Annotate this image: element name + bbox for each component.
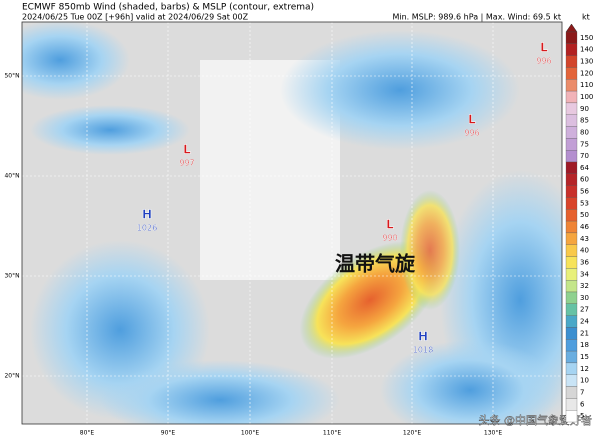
colorbar-segment xyxy=(565,303,578,316)
colorbar-label: 75 xyxy=(580,140,589,148)
colorbar-label: 6 xyxy=(580,400,585,408)
colorbar-segment xyxy=(565,43,578,56)
colorbar-unit: kt xyxy=(582,13,590,22)
colorbar-label: 50 xyxy=(580,211,589,219)
center-symbol: L xyxy=(540,41,548,55)
colorbar-segment xyxy=(565,79,578,92)
colorbar-label: 90 xyxy=(580,105,589,113)
colorbar-segment xyxy=(565,256,578,269)
colorbar-label: 12 xyxy=(580,365,589,373)
colorbar-segment xyxy=(565,114,578,127)
colorbar-label: 53 xyxy=(580,199,589,207)
lat-label: 40°N xyxy=(4,173,19,180)
colorbar-label: 32 xyxy=(580,282,589,290)
subtitle: 2024/06/25 Tue 00Z [+96h] valid at 2024/… xyxy=(22,13,249,22)
lat-label: 50°N xyxy=(4,73,19,80)
center-value: 1026 xyxy=(137,224,157,233)
colorbar-segment xyxy=(565,197,578,210)
colorbar-segment xyxy=(565,339,578,352)
colorbar-segment xyxy=(565,173,578,186)
colorbar-segment xyxy=(565,55,578,68)
center-value: 997 xyxy=(179,159,194,168)
colorbar-label: 130 xyxy=(580,58,593,66)
colorbar-segment xyxy=(565,410,578,423)
colorbar-label: 15 xyxy=(580,353,589,361)
colorbar-label: 85 xyxy=(580,117,589,125)
watermark: 头条 @中国气象爱好者 xyxy=(479,413,593,427)
colorbar-segment xyxy=(565,268,578,281)
center-symbol: L xyxy=(386,218,394,232)
colorbar-label: 60 xyxy=(580,176,589,184)
colorbar-segment xyxy=(565,67,578,80)
lon-label: 130°E xyxy=(484,430,502,437)
colorbar-segment xyxy=(565,220,578,234)
colorbar-segment xyxy=(565,291,578,304)
colorbar-segment xyxy=(565,138,578,151)
colorbar-label: 110 xyxy=(580,81,593,89)
colorbar-segment xyxy=(565,232,578,245)
colorbar-segment xyxy=(565,185,578,198)
annotation: 温带气旋 xyxy=(335,252,416,276)
stats: Min. MSLP: 989.6 hPa | Max. Wind: 69.5 k… xyxy=(392,13,561,22)
colorbar-segment xyxy=(565,327,578,340)
colorbar-label: 46 xyxy=(580,223,589,231)
colorbar-segment xyxy=(565,280,578,293)
lon-label: 120°E xyxy=(403,430,421,437)
graticule xyxy=(22,22,562,424)
center-value: 990 xyxy=(382,234,397,243)
colorbar-label: 24 xyxy=(580,318,589,326)
colorbar-label: 43 xyxy=(580,235,589,243)
colorbar-label: 40 xyxy=(580,247,589,255)
lon-label: 80°E xyxy=(80,430,95,437)
center-value: 996 xyxy=(464,129,479,138)
lon-label: 110°E xyxy=(323,430,341,437)
colorbar-label: 5 xyxy=(580,412,584,420)
center-symbol: H xyxy=(418,330,428,344)
colorbar-segment xyxy=(565,150,578,163)
title: ECMWF 850mb Wind (shaded, barbs) & MSLP … xyxy=(22,3,314,13)
colorbar-segment xyxy=(565,386,578,399)
colorbar-label: 30 xyxy=(580,294,589,302)
center-value: 996 xyxy=(536,57,551,66)
colorbar-label: 18 xyxy=(580,341,589,349)
colorbar-label: 140 xyxy=(580,46,593,54)
colorbar-label: 120 xyxy=(580,69,593,77)
colorbar-label: 64 xyxy=(580,164,589,172)
colorbar-label: 150 xyxy=(580,34,593,42)
colorbar-label: 21 xyxy=(580,329,589,337)
center-value: 1018 xyxy=(413,346,433,355)
colorbar-label: 10 xyxy=(580,377,589,385)
lon-label: 100°E xyxy=(241,430,259,437)
colorbar-segment xyxy=(565,161,578,174)
colorbar-segment xyxy=(565,315,578,328)
colorbar-segment xyxy=(565,102,578,115)
colorbar-label: 36 xyxy=(580,258,589,266)
colorbar-segment xyxy=(565,362,578,375)
colorbar-segment xyxy=(565,90,578,104)
colorbar-segment xyxy=(565,398,578,411)
colorbar-segment xyxy=(565,374,578,387)
colorbar-label: 56 xyxy=(580,188,589,196)
colorbar-segment xyxy=(565,244,578,257)
colorbar-segment xyxy=(565,126,578,139)
lat-label: 30°N xyxy=(4,273,19,280)
colorbar-label: 27 xyxy=(580,306,589,314)
colorbar-segment xyxy=(565,350,578,364)
colorbar-tip xyxy=(565,23,578,33)
colorbar-label: 100 xyxy=(580,93,593,101)
colorbar-label: 7 xyxy=(580,388,584,396)
lat-label: 20°N xyxy=(4,373,19,380)
lon-label: 90°E xyxy=(161,430,176,437)
colorbar-label: 34 xyxy=(580,270,589,278)
colorbar-label: 80 xyxy=(580,128,589,136)
map-frame xyxy=(21,21,563,425)
colorbar-label: 70 xyxy=(580,152,589,160)
center-symbol: H xyxy=(142,208,152,222)
colorbar-segment xyxy=(565,31,578,44)
center-symbol: L xyxy=(468,113,476,127)
center-symbol: L xyxy=(183,143,191,157)
colorbar-segment xyxy=(565,209,578,222)
